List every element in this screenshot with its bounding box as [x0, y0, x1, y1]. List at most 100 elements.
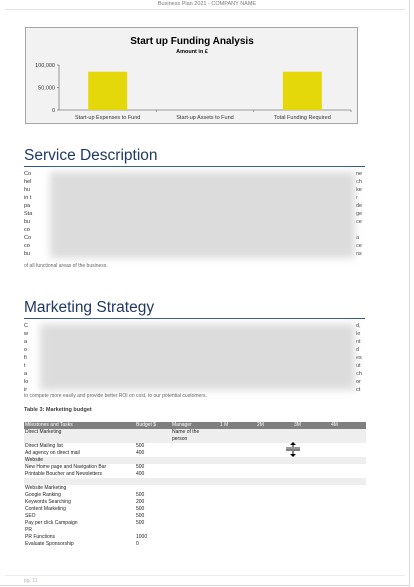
month-cell	[330, 457, 366, 464]
table-row: Printable Boucher and Newsletters 400	[24, 471, 366, 478]
budget-cell	[135, 478, 171, 485]
marketing-strategy-heading: Marketing Strategy	[24, 299, 155, 316]
month-cell	[330, 478, 366, 485]
month-cell	[219, 436, 256, 443]
month-cell	[256, 478, 293, 485]
paragraph-edge-fragment: ut	[356, 363, 361, 369]
month-cell	[256, 513, 293, 520]
month-cell	[293, 429, 330, 436]
task-cell	[24, 436, 135, 443]
paragraph-edge-fragment: r	[356, 195, 358, 201]
month-cell	[219, 443, 256, 450]
paragraph-edge-fragment: a	[24, 339, 28, 345]
task-cell: PR	[25, 527, 32, 533]
funding-chart[interactable]: Start up Funding Analysis Amount in £ 0 5…	[25, 27, 358, 124]
y-tick-label: 50,000	[38, 86, 55, 92]
month-cell	[219, 513, 256, 520]
column-header: Milestones and Tasks	[24, 422, 135, 429]
table-row: PR	[24, 527, 366, 534]
month-cell	[256, 534, 293, 541]
page-header: Business Plan 2021 - COMPANY NAME	[157, 1, 257, 7]
budget-cell: 500	[136, 492, 145, 498]
paragraph-edge-fragment: ns	[356, 251, 362, 257]
month-cell	[219, 506, 256, 513]
chart-labels: Start-up Expenses to Fund Start-up Assets…	[75, 115, 331, 121]
paragraph-edge-fragment: in t	[24, 195, 32, 201]
column-header: 2M	[256, 422, 293, 429]
month-cell	[293, 506, 330, 513]
table-caption: Table 3: Marketing budget	[24, 407, 92, 413]
task-cell: Content Marketing	[25, 506, 66, 512]
service-description-heading: Service Description	[24, 147, 158, 164]
column-header: Budget $	[135, 422, 171, 429]
task-cell: Direct Mailing list	[25, 443, 63, 449]
manager-cell	[171, 492, 219, 499]
manager-cell	[171, 471, 219, 478]
paragraph-edge-fragment: ch	[356, 179, 362, 185]
table-row: Ad agency on direct mail 400	[24, 450, 366, 457]
task-cell: Google Ranking	[25, 492, 61, 498]
marketing-budget-table: Milestones and Tasks Budget $ Manager 1 M 2M…	[24, 422, 366, 548]
service-last-line: of all functional areas of the business.	[24, 263, 108, 269]
manager-cell	[171, 506, 219, 513]
month-cell	[293, 464, 330, 471]
month-cell	[293, 499, 330, 506]
month-cell	[256, 541, 293, 548]
month-cell	[293, 513, 330, 520]
manager-cell	[171, 464, 219, 471]
paragraph-edge-fragment: d	[356, 347, 360, 353]
month-cell	[293, 492, 330, 499]
table-row: Direct Mailing list 500	[24, 443, 366, 450]
paragraph-edge-fragment: ce	[356, 243, 362, 249]
budget-cell	[135, 429, 171, 436]
task-cell	[24, 478, 135, 485]
manager-cell	[171, 520, 219, 527]
table-row	[24, 478, 366, 485]
marketing-paragraph-right-edge: d, le nt d es ut ch or ct	[356, 322, 362, 394]
footer-divider	[5, 575, 405, 576]
month-cell	[256, 485, 293, 492]
chart-subtitle: Amount in £	[176, 49, 208, 55]
table-row: SEO 500	[24, 513, 366, 520]
paragraph-edge-fragment: ir	[24, 387, 28, 393]
paragraph-edge-fragment: t	[24, 363, 26, 369]
heading-rule	[24, 318, 365, 319]
column-header: 3M	[293, 422, 330, 429]
manager-cell	[171, 457, 219, 464]
paragraph-edge-fragment: es	[356, 355, 362, 361]
budget-cell: 500	[136, 443, 145, 449]
manager-cell: Name of the	[171, 429, 219, 436]
budget-cell: 0	[136, 541, 139, 547]
paragraph-edge-fragment: pa	[24, 203, 31, 209]
month-cell	[330, 443, 366, 450]
table-row: New Home page and Navigation Bar 500	[24, 464, 366, 471]
task-cell: New Home page and Navigation Bar	[25, 464, 107, 470]
task-cell: Evaluate Sponsorship	[25, 541, 74, 547]
budget-cell: 500	[136, 513, 145, 519]
paragraph-edge-fragment: w	[24, 331, 28, 337]
month-cell	[256, 506, 293, 513]
paragraph-edge-fragment: ge	[356, 211, 363, 217]
task-cell: Keywords Searching	[25, 499, 71, 505]
paragraph-edge-fragment: C	[24, 323, 28, 329]
task-cell: Ad agency on direct mail	[25, 450, 80, 456]
manager-cell: person	[171, 436, 219, 443]
paragraph-edge-fragment: fi	[24, 355, 27, 361]
budget-cell: 500	[136, 464, 145, 470]
paragraph-edge-fragment: bu	[24, 251, 31, 257]
marketing-last-line: to compete more easily and provide bette…	[24, 393, 207, 399]
paragraph-edge-fragment: ce	[356, 219, 362, 225]
budget-cell: 1000	[136, 534, 148, 540]
month-cell	[293, 534, 330, 541]
column-header: 1 M	[219, 422, 256, 429]
month-cell	[219, 534, 256, 541]
month-cell	[293, 436, 330, 443]
month-cell	[219, 520, 256, 527]
bar	[282, 71, 322, 110]
month-cell	[256, 520, 293, 527]
month-cell	[256, 499, 293, 506]
paragraph-edge-fragment: Sta	[24, 211, 33, 217]
task-cell: SEO	[25, 513, 36, 519]
month-cell	[256, 492, 293, 499]
